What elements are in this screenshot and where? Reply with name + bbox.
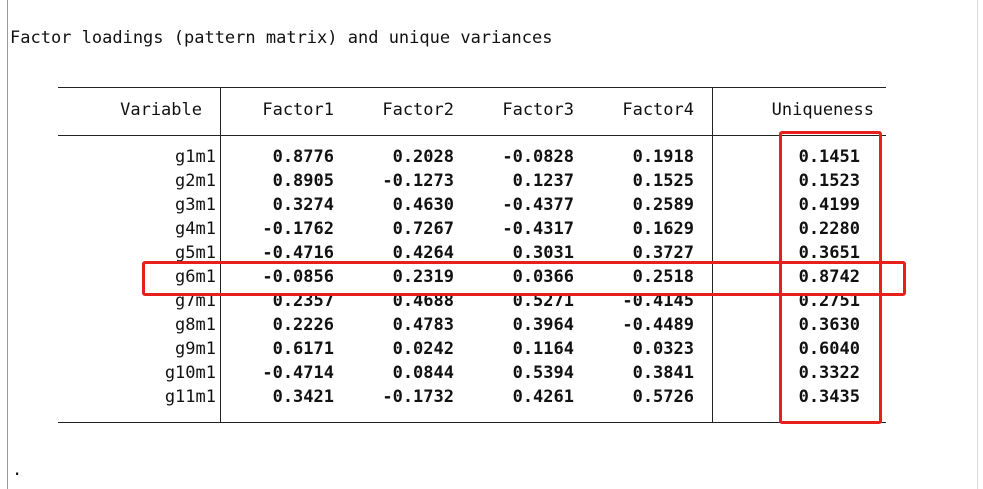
header-variable: Variable xyxy=(120,100,202,120)
variable-name: g7m1 xyxy=(175,291,216,311)
highlight-uniqueness-column-box xyxy=(779,131,882,424)
factor4-value: 0.1918 xyxy=(632,147,694,167)
factor3-value: -0.4317 xyxy=(502,219,574,239)
factor4-value: -0.4489 xyxy=(622,315,694,335)
factor3-value: 0.3964 xyxy=(512,315,574,335)
factor3-value: -0.4377 xyxy=(502,195,574,215)
table-row: g6m1 -0.0856 0.2319 0.0366 0.2518 0.8742 xyxy=(0,267,983,291)
factor4-value: 0.2518 xyxy=(632,267,694,287)
variable-name: g10m1 xyxy=(164,363,216,383)
factor1-value: 0.2226 xyxy=(272,315,334,335)
factor2-value: 0.4783 xyxy=(392,315,454,335)
header-factor3: Factor3 xyxy=(502,100,574,120)
variable-column-divider xyxy=(220,87,221,423)
table-top-rule xyxy=(58,87,886,88)
variable-name: g6m1 xyxy=(175,267,216,287)
table-row: g1m1 0.8776 0.2028 -0.0828 0.1918 0.1451 xyxy=(0,147,983,171)
factor4-value: 0.0323 xyxy=(632,339,694,359)
uniqueness-value: 0.3630 xyxy=(798,315,860,335)
uniqueness-column-divider xyxy=(712,87,713,423)
factor1-value: 0.2357 xyxy=(272,291,334,311)
variable-name: g8m1 xyxy=(175,315,216,335)
factor3-value: 0.0366 xyxy=(512,267,574,287)
factor4-value: 0.5726 xyxy=(632,387,694,407)
window-right-border xyxy=(977,0,978,489)
factor3-value: -0.0828 xyxy=(502,147,574,167)
factor3-value: 0.4261 xyxy=(512,387,574,407)
table-row: g3m1 0.3274 0.4630 -0.4377 0.2589 0.4199 xyxy=(0,195,983,219)
factor1-value: 0.8776 xyxy=(272,147,334,167)
factor4-value: 0.3727 xyxy=(632,243,694,263)
table-row: g4m1 -0.1762 0.7267 -0.4317 0.1629 0.2280 xyxy=(0,219,983,243)
variable-name: g5m1 xyxy=(175,243,216,263)
factor2-value: -0.1732 xyxy=(382,387,454,407)
factor3-value: 0.5271 xyxy=(512,291,574,311)
table-bottom-rule xyxy=(58,422,886,423)
variable-name: g4m1 xyxy=(175,219,216,239)
uniqueness-value: 0.2280 xyxy=(798,219,860,239)
factor4-value: -0.4145 xyxy=(622,291,694,311)
table-row: g2m1 0.8905 -0.1273 0.1237 0.1525 0.1523 xyxy=(0,171,983,195)
table-row: g7m1 0.2357 0.4688 0.5271 -0.4145 0.2751 xyxy=(0,291,983,315)
factor1-value: -0.1762 xyxy=(262,219,334,239)
table-header-rule xyxy=(58,135,886,136)
uniqueness-value: 0.4199 xyxy=(798,195,860,215)
header-factor4: Factor4 xyxy=(622,100,694,120)
variable-name: g9m1 xyxy=(175,339,216,359)
factor1-value: 0.3274 xyxy=(272,195,334,215)
factor2-value: 0.2319 xyxy=(392,267,454,287)
table-row: g10m1 -0.4714 0.0844 0.5394 0.3841 0.3322 xyxy=(0,363,983,387)
factor1-value: -0.4714 xyxy=(262,363,334,383)
factor1-value: -0.4716 xyxy=(262,243,334,263)
table-row: g11m1 0.3421 -0.1732 0.4261 0.5726 0.3435 xyxy=(0,387,983,411)
variable-name: g11m1 xyxy=(164,387,216,407)
factor2-value: 0.4264 xyxy=(392,243,454,263)
highlight-row-box xyxy=(142,261,906,296)
variable-name: g3m1 xyxy=(175,195,216,215)
variable-name: g2m1 xyxy=(175,171,216,191)
factor3-value: 0.1237 xyxy=(512,171,574,191)
header-factor1: Factor1 xyxy=(262,100,334,120)
table-row: g5m1 -0.4716 0.4264 0.3031 0.3727 0.3651 xyxy=(0,243,983,267)
factor4-value: 0.1525 xyxy=(632,171,694,191)
factor2-value: 0.4630 xyxy=(392,195,454,215)
factor1-value: 0.8905 xyxy=(272,171,334,191)
factor1-value: -0.0856 xyxy=(262,267,334,287)
uniqueness-value: 0.8742 xyxy=(798,267,860,287)
uniqueness-value: 0.2751 xyxy=(798,291,860,311)
factor2-value: 0.4688 xyxy=(392,291,454,311)
factor3-value: 0.5394 xyxy=(512,363,574,383)
factor2-value: 0.7267 xyxy=(392,219,454,239)
window-left-border xyxy=(7,0,8,489)
factor1-value: 0.6171 xyxy=(272,339,334,359)
factor1-value: 0.3421 xyxy=(272,387,334,407)
uniqueness-value: 0.1523 xyxy=(798,171,860,191)
output-title: Factor loadings (pattern matrix) and uni… xyxy=(10,28,553,48)
prompt-dot: . xyxy=(12,460,23,480)
table-row: g8m1 0.2226 0.4783 0.3964 -0.4489 0.3630 xyxy=(0,315,983,339)
factor4-value: 0.2589 xyxy=(632,195,694,215)
factor2-value: 0.0844 xyxy=(392,363,454,383)
table-row: g9m1 0.6171 0.0242 0.1164 0.0323 0.6040 xyxy=(0,339,983,363)
variable-name: g1m1 xyxy=(175,147,216,167)
uniqueness-value: 0.3651 xyxy=(798,243,860,263)
factor3-value: 0.1164 xyxy=(512,339,574,359)
factor4-value: 0.3841 xyxy=(632,363,694,383)
factor4-value: 0.1629 xyxy=(632,219,694,239)
uniqueness-value: 0.6040 xyxy=(798,339,860,359)
header-factor2: Factor2 xyxy=(382,100,454,120)
factor3-value: 0.3031 xyxy=(512,243,574,263)
uniqueness-value: 0.3322 xyxy=(798,363,860,383)
uniqueness-value: 0.3435 xyxy=(798,387,860,407)
factor2-value: 0.0242 xyxy=(392,339,454,359)
factor2-value: 0.2028 xyxy=(392,147,454,167)
factor2-value: -0.1273 xyxy=(382,171,454,191)
header-uniqueness: Uniqueness xyxy=(771,100,874,120)
uniqueness-value: 0.1451 xyxy=(798,147,860,167)
